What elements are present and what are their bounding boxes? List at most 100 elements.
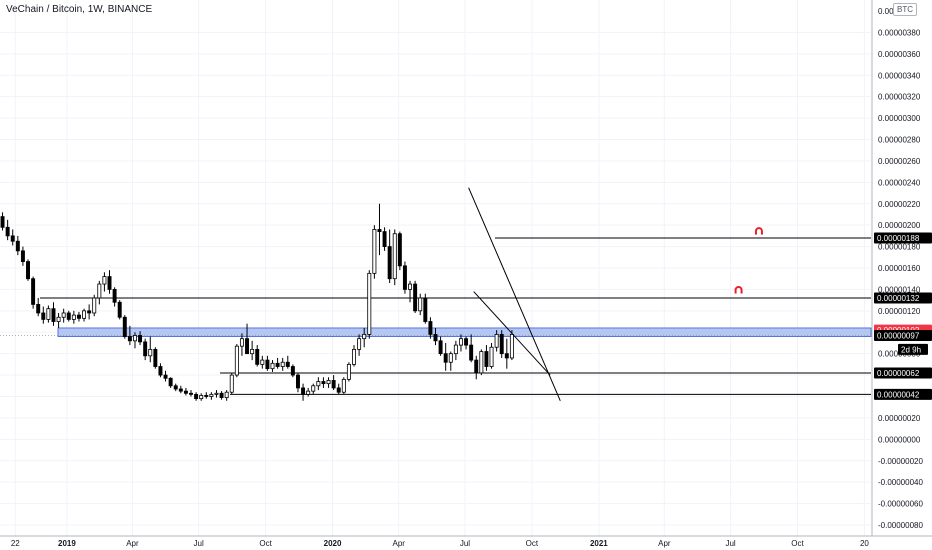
candle[interactable] [423, 293, 428, 324]
candle[interactable] [290, 364, 295, 378]
candle[interactable] [107, 270, 112, 294]
alert-icons-layer[interactable] [734, 227, 763, 294]
candle[interactable] [255, 345, 260, 367]
candle[interactable] [392, 229, 397, 286]
candle[interactable] [265, 355, 270, 371]
candle[interactable] [143, 338, 148, 361]
candle[interactable] [352, 345, 356, 367]
candle[interactable] [295, 372, 300, 393]
candle[interactable] [71, 310, 76, 324]
alert-icon[interactable] [734, 285, 743, 294]
candle[interactable] [336, 383, 341, 395]
candle[interactable] [138, 331, 143, 346]
candle[interactable] [362, 327, 367, 348]
candle[interactable] [82, 308, 87, 322]
candle[interactable] [112, 287, 117, 307]
candle[interactable] [224, 390, 229, 401]
candle[interactable] [87, 304, 92, 320]
candle[interactable] [453, 340, 458, 361]
candle[interactable] [260, 355, 265, 369]
candle[interactable] [464, 336, 469, 350]
candle[interactable] [270, 360, 275, 372]
candle[interactable] [484, 345, 489, 371]
candle[interactable] [76, 311, 81, 322]
candle[interactable] [178, 385, 183, 394]
candle[interactable] [46, 305, 51, 323]
candle[interactable] [26, 259, 30, 281]
candle[interactable] [469, 334, 474, 363]
candle[interactable] [372, 225, 377, 279]
candle[interactable] [204, 392, 209, 399]
candle[interactable] [102, 272, 107, 292]
candle[interactable] [173, 383, 178, 392]
candle[interactable] [234, 344, 239, 378]
candle[interactable] [357, 334, 362, 356]
candle[interactable] [51, 302, 56, 326]
candle[interactable] [321, 377, 326, 388]
candle[interactable] [413, 280, 418, 313]
candle[interactable] [504, 338, 509, 369]
symbol-title[interactable]: VeChain / Bitcoin, 1W, BINANCE [6, 4, 153, 15]
candle[interactable] [443, 342, 448, 371]
candle[interactable] [214, 390, 219, 398]
time-axis[interactable]: 22 2019 Apr Jul Oct 2020 Apr Jul Oct 2021 Apr Jul Oc… [0, 535, 932, 548]
candle[interactable] [97, 280, 102, 305]
candle[interactable] [148, 336, 153, 363]
candle[interactable] [341, 377, 346, 395]
candle[interactable] [36, 297, 41, 317]
candle[interactable] [127, 325, 132, 346]
candle[interactable] [285, 355, 290, 369]
candle[interactable] [402, 261, 407, 294]
candle[interactable] [41, 306, 46, 324]
candle[interactable] [31, 276, 36, 309]
candle[interactable] [311, 383, 316, 395]
candle[interactable] [377, 203, 382, 256]
candle[interactable] [153, 347, 158, 369]
candles-layer[interactable] [0, 203, 514, 401]
candle[interactable] [209, 392, 214, 400]
candle[interactable] [367, 270, 372, 339]
candle[interactable] [10, 229, 15, 246]
candle[interactable] [346, 362, 351, 382]
candle[interactable] [5, 219, 10, 241]
candle[interactable] [387, 229, 392, 283]
candle[interactable] [316, 377, 321, 391]
candle[interactable] [189, 390, 193, 397]
alert-icon[interactable] [754, 227, 763, 235]
candle[interactable] [15, 235, 20, 256]
candle[interactable] [509, 330, 514, 361]
candle[interactable] [56, 312, 61, 328]
candle[interactable] [194, 392, 199, 401]
candle[interactable] [239, 333, 244, 356]
candle[interactable] [489, 342, 494, 369]
candle[interactable] [133, 332, 137, 349]
candle[interactable] [122, 315, 127, 339]
candle[interactable] [183, 387, 188, 396]
candle[interactable] [306, 387, 311, 397]
candle[interactable] [245, 323, 250, 355]
candle[interactable] [382, 227, 387, 251]
price-axis[interactable]: 0.00000380 0.00000360 0.00000340 0.00000320… [871, 0, 923, 536]
candle[interactable] [326, 377, 331, 388]
candle[interactable] [418, 293, 423, 316]
candle[interactable] [163, 370, 168, 382]
candle[interactable] [280, 357, 285, 371]
candle[interactable] [479, 349, 484, 376]
candle[interactable] [275, 357, 280, 369]
candle[interactable] [428, 317, 433, 339]
candle[interactable] [250, 340, 255, 361]
candle[interactable] [438, 336, 443, 356]
candle[interactable] [117, 300, 122, 320]
candle[interactable] [158, 363, 163, 378]
candle[interactable] [408, 280, 413, 303]
candle[interactable] [229, 372, 234, 395]
candle[interactable] [494, 330, 499, 352]
candle[interactable] [219, 391, 224, 400]
candle[interactable] [474, 355, 479, 380]
candle[interactable] [499, 330, 504, 358]
candle[interactable] [92, 294, 97, 317]
candle[interactable] [301, 383, 306, 401]
candle[interactable] [433, 327, 438, 346]
candle[interactable] [66, 310, 71, 322]
